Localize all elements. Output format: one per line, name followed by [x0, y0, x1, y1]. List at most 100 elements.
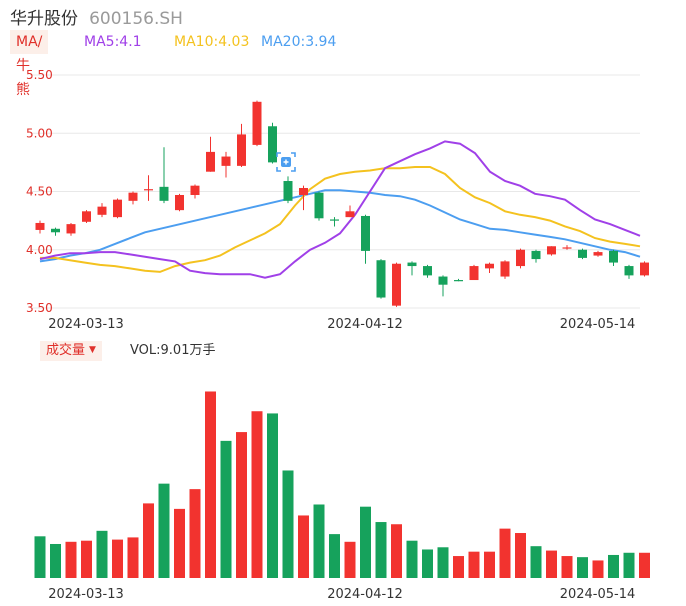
volume-bar[interactable]	[530, 546, 542, 578]
volume-bar[interactable]	[515, 533, 526, 578]
candle-body	[175, 194, 184, 211]
candle[interactable]	[376, 259, 386, 299]
volume-bar[interactable]	[360, 506, 371, 578]
candle[interactable]	[144, 175, 153, 201]
volume-bar[interactable]	[50, 543, 61, 578]
volume-bar[interactable]	[313, 504, 325, 578]
volume-bar[interactable]	[546, 550, 557, 578]
candle[interactable]	[113, 198, 122, 219]
candle-body	[314, 192, 324, 219]
volume-bar[interactable]	[65, 541, 77, 578]
candle[interactable]	[624, 264, 634, 279]
candle-marker-icon[interactable]	[276, 152, 296, 172]
volume-bar[interactable]	[484, 551, 495, 578]
volume-chart[interactable]: 2024-03-13 2024-04-12 2024-05-14	[0, 366, 686, 606]
volume-bar[interactable]	[127, 537, 139, 578]
volume-bar[interactable]	[561, 556, 573, 578]
candle[interactable]	[330, 217, 339, 227]
candle[interactable]	[82, 210, 91, 223]
candle[interactable]	[159, 147, 169, 204]
candle[interactable]	[268, 122, 277, 164]
candle[interactable]	[407, 261, 417, 276]
candle[interactable]	[454, 278, 463, 282]
candle[interactable]	[345, 205, 355, 218]
volume-bar[interactable]	[639, 552, 650, 578]
candle[interactable]	[593, 250, 603, 257]
volume-bar[interactable]	[174, 508, 185, 578]
candle[interactable]	[531, 249, 541, 263]
volume-bar[interactable]	[189, 489, 201, 578]
candle[interactable]	[469, 264, 479, 281]
volume-bar[interactable]	[453, 556, 464, 578]
candle[interactable]	[361, 214, 370, 264]
volume-bar[interactable]	[608, 554, 619, 578]
volume-bar[interactable]	[282, 470, 294, 578]
candle[interactable]	[640, 261, 649, 277]
volume-bar[interactable]	[329, 534, 340, 578]
candle-body	[66, 224, 76, 234]
volume-bar[interactable]	[112, 539, 123, 578]
candle[interactable]	[423, 264, 432, 278]
candle[interactable]	[51, 227, 60, 236]
volume-bar[interactable]	[577, 557, 588, 578]
candle[interactable]	[392, 262, 401, 307]
volume-bar[interactable]	[96, 530, 108, 578]
candle[interactable]	[190, 184, 200, 199]
volume-bar[interactable]	[344, 541, 356, 578]
candle-body	[392, 263, 401, 306]
candle[interactable]	[221, 151, 231, 178]
candle-body	[237, 134, 246, 166]
candle[interactable]	[562, 245, 572, 250]
stock-code: 600156.SH	[89, 9, 183, 29]
volume-bar[interactable]	[437, 547, 449, 578]
candle[interactable]	[314, 191, 324, 221]
volume-bar[interactable]	[34, 536, 46, 578]
candle[interactable]	[578, 248, 587, 260]
candle[interactable]	[438, 275, 448, 297]
volume-bar[interactable]	[236, 432, 247, 578]
stock-name: 华升股份	[10, 9, 78, 29]
candle-body	[345, 211, 355, 218]
candle[interactable]	[206, 136, 215, 172]
candle[interactable]	[35, 220, 45, 234]
volume-bar[interactable]	[220, 440, 232, 578]
volume-bar[interactable]	[406, 540, 418, 578]
volume-bar[interactable]	[251, 411, 263, 578]
candle-body	[252, 101, 262, 145]
candle[interactable]	[485, 262, 494, 274]
volume-bar[interactable]	[623, 552, 635, 578]
volume-bar[interactable]	[468, 551, 480, 578]
candle[interactable]	[283, 176, 293, 204]
volume-bar[interactable]	[391, 524, 402, 578]
volume-bar[interactable]	[143, 503, 154, 578]
candle[interactable]	[252, 100, 262, 147]
candle-body	[159, 186, 169, 201]
candle[interactable]	[66, 222, 76, 236]
candle[interactable]	[175, 193, 184, 212]
volume-bar[interactable]	[81, 540, 92, 578]
candle[interactable]	[516, 248, 525, 269]
volume-selector-button[interactable]: 成交量 ▼	[40, 341, 102, 361]
candle[interactable]	[128, 191, 138, 205]
volume-bar[interactable]	[158, 483, 170, 578]
x-tick-label: 2024-05-14	[560, 317, 636, 332]
candle-body	[578, 249, 587, 258]
candle[interactable]	[609, 249, 618, 267]
candle[interactable]	[299, 185, 308, 211]
volume-bar[interactable]	[267, 413, 278, 578]
volume-bar[interactable]	[499, 528, 511, 578]
volume-bar[interactable]	[422, 549, 433, 578]
caret-down-icon: ▼	[89, 345, 96, 355]
x-tick-label: 2024-04-12	[327, 317, 403, 332]
volume-bar[interactable]	[592, 560, 604, 578]
candle[interactable]	[500, 260, 510, 279]
y-tick-label: 4.50	[26, 185, 53, 199]
candlestick-chart[interactable]: 5.50 5.00 4.50 4.00 3.50 2024-03-13 2024-04-1…	[0, 0, 686, 340]
candle[interactable]	[97, 203, 107, 218]
volume-bar[interactable]	[298, 515, 309, 578]
ma-selector-button[interactable]: MA/牛熊	[10, 30, 49, 98]
volume-bar[interactable]	[205, 391, 216, 578]
volume-bar[interactable]	[375, 522, 387, 578]
candle[interactable]	[547, 246, 556, 256]
candle[interactable]	[237, 123, 246, 168]
